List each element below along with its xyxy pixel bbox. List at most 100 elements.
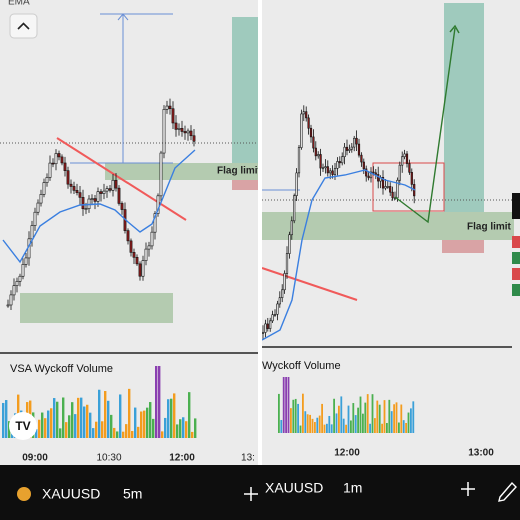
- candle-body: [90, 198, 94, 200]
- volume-bar: [398, 422, 400, 433]
- volume-bar: [59, 428, 62, 438]
- volume-bar: [400, 404, 403, 433]
- candle-body: [329, 170, 332, 174]
- split-divider: [258, 0, 262, 465]
- candle-body: [273, 314, 277, 316]
- chevron-icon: [17, 22, 30, 30]
- candle-body: [60, 156, 64, 164]
- volume-bar: [407, 412, 410, 433]
- candle-body: [174, 122, 178, 130]
- candle-body: [129, 240, 133, 253]
- candle-body: [153, 213, 157, 233]
- candle-body: [317, 154, 320, 157]
- candle-body: [326, 166, 329, 174]
- candle-body: [405, 153, 409, 164]
- candle-body: [410, 172, 413, 185]
- candle-body: [33, 211, 37, 226]
- time-label: 10:30: [96, 453, 121, 464]
- volume-bar: [338, 405, 340, 433]
- candle-body: [372, 171, 375, 174]
- candle-body: [144, 248, 148, 261]
- volume-bar: [328, 415, 331, 433]
- candle-body: [403, 153, 406, 158]
- volume-bar: [44, 418, 47, 438]
- candle-body: [189, 130, 193, 137]
- volume-bar: [290, 408, 292, 433]
- candle-body: [341, 156, 344, 164]
- candle-body: [180, 128, 184, 132]
- candle-body: [36, 202, 40, 213]
- candle-body: [396, 179, 399, 199]
- tv-logo: [9, 412, 37, 440]
- time-label: 12:00: [169, 453, 195, 464]
- candle-body: [75, 190, 79, 193]
- volume-bar: [345, 424, 347, 433]
- volume-bar: [149, 402, 152, 438]
- collapse-button[interactable]: [9, 13, 38, 39]
- symbol[interactable]: XAUUSD: [42, 486, 100, 502]
- volume-bar: [35, 429, 38, 438]
- volume-bar: [50, 408, 53, 438]
- candle-body: [48, 162, 52, 178]
- candle-body: [401, 156, 404, 166]
- candle-body: [377, 174, 380, 182]
- flag-label: Flag limit: [217, 166, 262, 177]
- volume-bar: [292, 399, 295, 433]
- volume-bar: [333, 398, 335, 433]
- candle-body: [18, 275, 22, 282]
- flag-band: [262, 212, 514, 240]
- tv-logo-text: TV: [15, 419, 30, 433]
- ema-line: [2, 149, 196, 264]
- volume-bar: [311, 418, 314, 433]
- volume-bar: [386, 422, 388, 433]
- volume-bar: [388, 399, 391, 433]
- candle-body: [81, 197, 85, 210]
- volume-bar: [383, 400, 386, 433]
- symbol[interactable]: XAUUSD: [265, 480, 323, 496]
- candle-body: [293, 195, 296, 222]
- add-button[interactable]: [461, 482, 475, 496]
- volume-bar: [342, 418, 345, 433]
- volume-bar: [89, 412, 92, 438]
- candle-body: [324, 166, 327, 169]
- volume-bar: [86, 404, 89, 438]
- symbol-icon: [17, 487, 31, 501]
- candle-body: [271, 314, 274, 322]
- price-marker: [512, 284, 520, 296]
- volume-bar: [47, 410, 50, 438]
- volume-bar: [321, 403, 323, 433]
- draw-button[interactable]: [498, 481, 517, 502]
- volume-bar: [158, 366, 161, 438]
- candle-body: [302, 111, 305, 115]
- candle-body: [266, 323, 269, 329]
- volume-bar: [278, 393, 280, 433]
- volume-bar: [53, 398, 56, 438]
- interval[interactable]: 5m: [123, 486, 142, 502]
- candle-body: [384, 186, 387, 189]
- volume-bar: [152, 418, 155, 438]
- candle-body: [353, 137, 356, 148]
- volume-bar: [104, 391, 107, 438]
- candle-body: [114, 179, 118, 189]
- volume-bar: [146, 407, 149, 438]
- candle-body: [355, 137, 358, 145]
- volume-bar: [350, 420, 352, 433]
- candle-body: [66, 170, 70, 185]
- ema-label: EMA: [8, 0, 30, 8]
- volume-bar: [95, 421, 98, 438]
- candle-body: [297, 147, 301, 174]
- candle-body: [398, 164, 401, 181]
- volume-bar: [374, 418, 376, 433]
- candle-body: [168, 105, 172, 110]
- candle-body: [138, 263, 142, 277]
- volume-bar: [280, 419, 283, 433]
- add-button[interactable]: [244, 487, 258, 501]
- candle-body: [386, 186, 389, 188]
- candle-body: [290, 220, 293, 236]
- volume-bar: [164, 417, 167, 438]
- volume-bar: [137, 426, 140, 438]
- interval[interactable]: 1m: [343, 480, 362, 496]
- demand-zone: [20, 293, 173, 323]
- volume-bar: [330, 424, 333, 433]
- volume-bar: [376, 400, 379, 433]
